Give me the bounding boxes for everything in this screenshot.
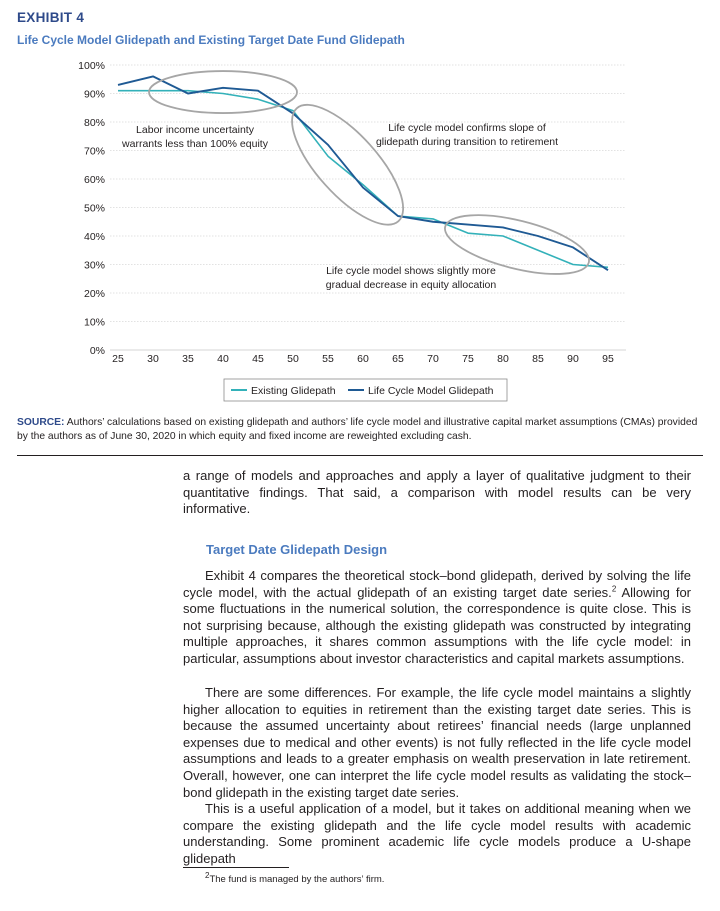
y-tick-label: 80% bbox=[84, 117, 105, 129]
annotation-ellipses bbox=[148, 70, 590, 275]
paragraph-3: This is a useful application of a model,… bbox=[183, 801, 691, 866]
footnote-ref: 2 bbox=[611, 584, 617, 594]
x-tick-label: 70 bbox=[427, 353, 439, 365]
y-tick-label: 20% bbox=[84, 288, 105, 300]
x-tick-label: 45 bbox=[252, 353, 264, 365]
y-tick-label: 90% bbox=[84, 89, 105, 101]
annotation-text: Life cycle model shows slightly more bbox=[326, 265, 496, 277]
intro-paragraph: a range of models and approaches and app… bbox=[183, 468, 691, 517]
y-tick-label: 30% bbox=[84, 260, 105, 272]
annotation-text: Labor income uncertainty bbox=[136, 124, 255, 136]
annotation-text: warrants less than 100% equity bbox=[121, 138, 269, 150]
annotation-ellipse-early bbox=[148, 70, 298, 114]
x-tick-label: 60 bbox=[357, 353, 369, 365]
annotation-ellipse-retirement bbox=[444, 214, 590, 275]
paragraph-2: There are some differences. For example,… bbox=[183, 685, 691, 800]
y-tick-label: 100% bbox=[78, 60, 105, 72]
x-tick-label: 30 bbox=[147, 353, 159, 365]
annotation-text: gradual decrease in equity allocation bbox=[326, 279, 497, 291]
x-tick-label: 25 bbox=[112, 353, 124, 365]
annotation-ellipse-transition bbox=[291, 103, 405, 226]
legend-label: Life Cycle Model Glidepath bbox=[368, 385, 494, 397]
footnote-text: The fund is managed by the authors’ firm… bbox=[209, 874, 385, 885]
exhibit-label: EXHIBIT 4 bbox=[17, 10, 85, 25]
x-tick-label: 95 bbox=[602, 353, 614, 365]
series-lines bbox=[117, 75, 609, 271]
y-tick-label: 50% bbox=[84, 203, 105, 215]
grid-lines bbox=[110, 64, 626, 351]
legend-box bbox=[223, 378, 508, 402]
annotations: Labor income uncertainty warrants less th… bbox=[121, 122, 558, 291]
x-tick-label: 85 bbox=[532, 353, 544, 365]
x-tick-label: 50 bbox=[287, 353, 299, 365]
x-tick-label: 55 bbox=[322, 353, 334, 365]
source-label: SOURCE: bbox=[17, 417, 65, 428]
x-tick-label: 40 bbox=[217, 353, 229, 365]
y-tick-label: 40% bbox=[84, 231, 105, 243]
y-tick-label: 10% bbox=[84, 317, 105, 329]
section-title: Target Date Glidepath Design bbox=[206, 542, 388, 557]
footnote: 2The fund is managed by the authors’ fir… bbox=[205, 870, 385, 885]
divider bbox=[17, 455, 703, 456]
chart-title: Life Cycle Model Glidepath and Existing … bbox=[17, 33, 405, 47]
x-tick-label: 35 bbox=[182, 353, 194, 365]
annotation-text: glidepath during transition to retiremen… bbox=[376, 136, 558, 148]
y-tick-label: 0% bbox=[90, 345, 105, 357]
x-tick-label: 80 bbox=[497, 353, 509, 365]
y-tick-label: 60% bbox=[84, 174, 105, 186]
paragraph-1-text-b: Allowing for some fluctuations in the nu… bbox=[183, 584, 692, 666]
footnote-number: 2 bbox=[205, 870, 210, 880]
source-note: SOURCE: Authors’ calculations based on e… bbox=[17, 416, 703, 444]
paragraph-1-text-a: Exhibit 4 compares the theoretical stock… bbox=[183, 568, 691, 600]
source-text: Authors’ calculations based on existing … bbox=[17, 417, 698, 442]
legend-label: Existing Glidepath bbox=[251, 385, 336, 397]
footnote-rule bbox=[183, 867, 289, 868]
glidepath-chart: 0% 10% 20% 30% 40% 50% 60% 70% 80% 90% 100% 25 30 35… bbox=[78, 60, 626, 402]
x-axis-ticks: 25 30 35 40 45 50 55 60 65 70 75 80 85 90 95 bbox=[112, 353, 614, 365]
x-tick-label: 75 bbox=[462, 353, 474, 365]
y-axis-ticks: 0% 10% 20% 30% 40% 50% 60% 70% 80% 90% 100% bbox=[78, 60, 105, 357]
paragraph-1: Exhibit 4 compares the theoretical stock… bbox=[183, 568, 691, 668]
y-tick-label: 70% bbox=[84, 146, 105, 158]
x-tick-label: 65 bbox=[392, 353, 404, 365]
life-cycle-model-glidepath-line bbox=[117, 75, 609, 271]
x-tick-label: 90 bbox=[567, 353, 579, 365]
annotation-text: Life cycle model confirms slope of bbox=[388, 122, 546, 134]
legend: Existing Glidepath Life Cycle Model Glide… bbox=[223, 378, 508, 402]
